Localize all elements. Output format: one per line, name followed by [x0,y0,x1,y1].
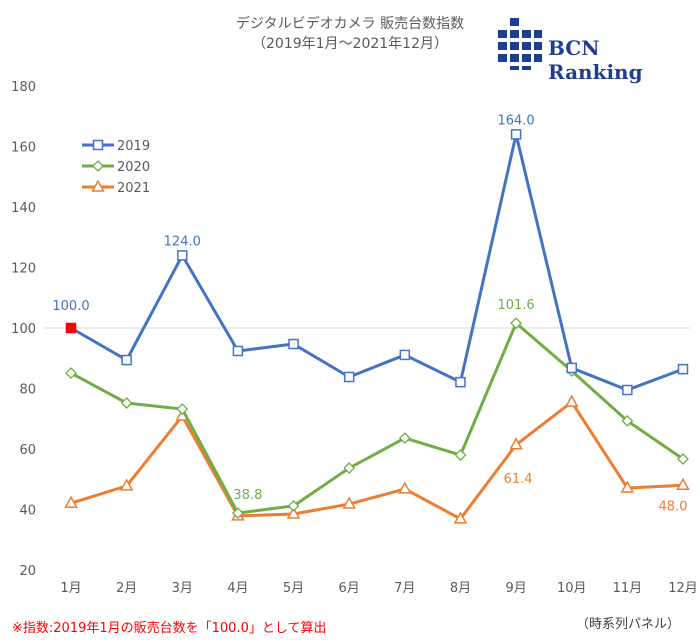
chart-title: デジタルビデオカメラ 販売台数指数 （2019年1月〜2021年12月） [205,14,495,54]
x-tick-label: 10月 [557,581,587,596]
y-tick-label: 160 [11,141,36,156]
x-tick-label: 12月 [668,581,698,596]
data-point-2020 [343,462,356,474]
y-tick-label: 180 [11,80,36,95]
data-point-2020 [621,414,634,427]
data-point-2019 [65,322,77,334]
data-point-2020 [454,449,467,461]
data-point-2020 [120,397,133,409]
y-tick-label: 40 [19,504,36,519]
data-point-2020 [231,507,244,520]
x-tick-label: 2月 [116,581,137,596]
x-tick-label: 1月 [60,581,81,596]
series-line-2019 [70,132,684,392]
data-point-2020 [65,367,77,379]
y-tick-label: 100 [11,322,36,337]
y-tick-label: 20 [19,564,36,579]
data-label-2020: 38.8 [233,488,262,503]
data-point-2021 [286,506,301,519]
data-point-2019 [622,384,633,396]
line-chart: 20 40 60 80 100 120 140 160 180 1月 2月 3月 4月 5月 6月 7月 8月 9… [11,80,698,596]
data-label-2019: 164.0 [497,113,534,128]
legend-marker-2019 [92,139,104,151]
series-line-2021 [70,400,684,521]
data-point-2019 [566,362,577,374]
data-point-2019 [455,376,466,388]
data-point-2021 [64,495,78,508]
data-label-2021: 48.0 [659,499,688,514]
x-tick-label: 3月 [172,581,193,596]
legend-label-2020: 2020 [117,160,150,175]
data-point-2021 [509,437,523,450]
legend-label-2019: 2019 [117,139,150,154]
x-tick-label: 5月 [283,581,304,596]
title-line-2: （2019年1月〜2021年12月） [252,36,448,52]
footnote: ※指数:2019年1月の販売台数を「100.0」として算出 [12,621,327,636]
data-point-2021 [564,394,579,407]
data-point-2019 [121,354,132,366]
data-point-2019 [232,345,244,357]
data-point-2021 [119,478,134,491]
title-line-1: デジタルビデオカメラ 販売台数指数 [235,16,465,32]
bcn-logo-icon [498,18,542,70]
x-tick-label: 8月 [450,581,471,596]
data-point-2019 [399,349,411,361]
data-point-2021 [453,511,468,524]
data-point-2019 [677,363,689,375]
data-label-2019: 124.0 [164,234,201,249]
y-tick-label: 140 [11,201,36,216]
logo-text: BCN Ranking [548,36,643,84]
data-point-2021 [342,496,356,509]
y-tick-label: 60 [19,443,36,458]
data-point-2019 [177,250,188,261]
data-point-2020 [287,499,300,512]
data-point-2019 [288,338,299,350]
y-tick-label: 120 [11,262,36,277]
data-point-2019 [343,371,355,383]
x-tick-label: 7月 [394,581,415,596]
data-point-2020 [176,403,189,415]
x-tick-label: 9月 [505,581,526,596]
legend-label-2021: 2021 [117,181,150,196]
series-line-2020 [70,321,684,515]
y-tick-label: 80 [19,383,36,398]
data-point-2021 [676,477,690,491]
x-tick-label: 11月 [613,581,643,596]
legend-marker-2021 [91,179,105,192]
data-point-2021 [620,480,635,493]
data-point-2020 [398,432,411,445]
x-tick-label: 4月 [227,581,248,596]
data-label-2020: 101.6 [497,298,534,313]
data-label-2019: 100.0 [52,299,89,314]
data-label-2021: 61.4 [504,472,533,487]
data-point-2021 [398,481,412,494]
data-point-2019 [510,129,522,140]
x-tick-label: 6月 [339,581,360,596]
data-point-2020 [677,453,689,465]
data-point-2020 [510,317,523,330]
panel-label: （時系列パネル） [576,617,681,632]
legend-marker-2020 [92,160,104,172]
